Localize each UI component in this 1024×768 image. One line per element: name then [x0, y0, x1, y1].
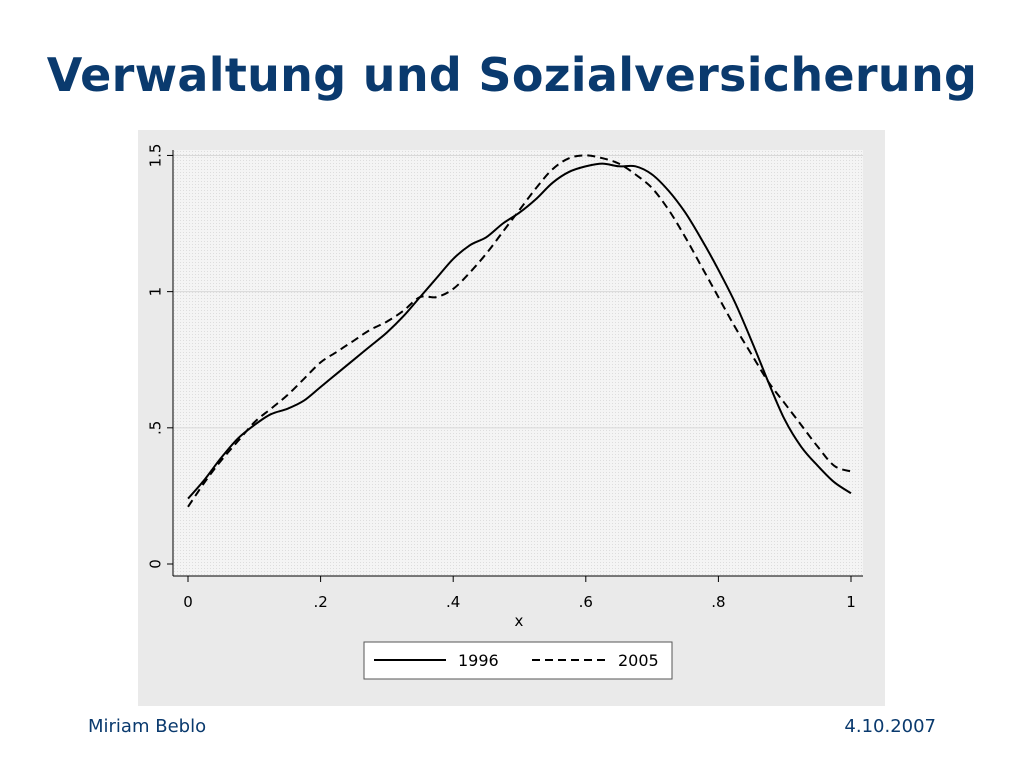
slide-title: Verwaltung und Sozialversicherung	[46, 48, 978, 102]
footer-author: Miriam Beblo	[88, 716, 207, 737]
plot-area	[173, 150, 863, 576]
legend: 1996 2005	[363, 641, 673, 680]
legend-label-1996: 1996	[458, 651, 499, 670]
line-chart: 0 .5 1 1.5 0 .2 .4 .6 .8 1 x 1996 2005	[147, 144, 863, 680]
x-tick-label: .8	[711, 593, 725, 611]
x-tick-label: .4	[446, 593, 460, 611]
x-axis-title: x	[515, 612, 524, 630]
series-line-1996	[187, 162, 852, 500]
series-lines	[187, 154, 852, 508]
x-tick-label: 0	[183, 593, 193, 611]
y-tick-label: 1.5	[147, 144, 165, 168]
axes	[172, 150, 863, 577]
x-tick-label: .6	[579, 593, 593, 611]
footer-date: 4.10.2007	[844, 716, 936, 737]
y-tick-label: 0	[147, 559, 165, 569]
y-tick-label: .5	[147, 421, 165, 435]
chart-frame: 0 .5 1 1.5 0 .2 .4 .6 .8 1 x 1996 2005	[138, 130, 885, 706]
grid-lines	[173, 154, 863, 429]
legend-label-2005: 2005	[618, 651, 659, 670]
x-axis-ticks: 0 .2 .4 .6 .8 1	[183, 576, 856, 611]
x-tick-label: 1	[846, 593, 856, 611]
y-tick-label: 1	[147, 287, 165, 297]
y-axis-ticks: 0 .5 1 1.5	[147, 144, 173, 569]
x-tick-label: .2	[313, 593, 327, 611]
